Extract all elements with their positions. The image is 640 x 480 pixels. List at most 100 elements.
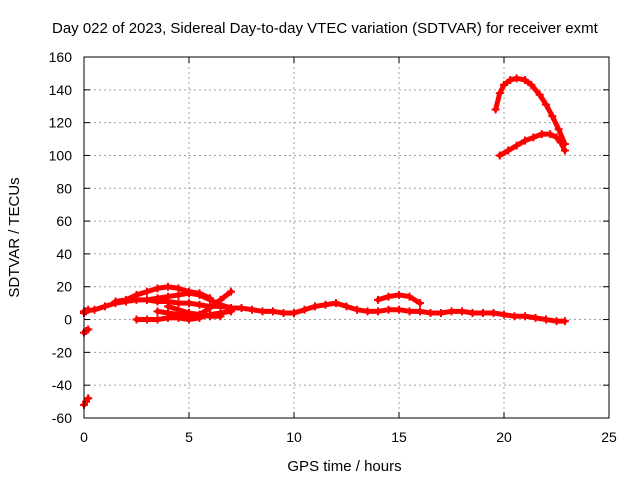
data-point bbox=[279, 308, 288, 317]
y-tick-label: 160 bbox=[49, 49, 73, 65]
y-tick-label: 40 bbox=[56, 246, 72, 262]
data-point bbox=[101, 302, 109, 311]
y-tick-label: 140 bbox=[49, 82, 73, 98]
data-point bbox=[416, 299, 424, 308]
data-point bbox=[506, 75, 515, 84]
x-axis-label: GPS time / hours bbox=[287, 458, 401, 475]
data-point bbox=[342, 302, 351, 311]
data-point bbox=[395, 305, 403, 314]
data-point bbox=[321, 300, 330, 309]
data-point bbox=[153, 294, 162, 303]
data-point bbox=[206, 312, 214, 321]
data-point bbox=[153, 284, 162, 293]
data-point bbox=[489, 308, 498, 317]
data-point bbox=[153, 307, 162, 316]
y-tick-label: 20 bbox=[56, 279, 72, 295]
data-point bbox=[143, 315, 151, 324]
data-point bbox=[521, 75, 529, 84]
series-arc-9 bbox=[164, 302, 225, 321]
data-point bbox=[153, 315, 162, 324]
data-point bbox=[374, 295, 382, 304]
data-point bbox=[527, 80, 536, 89]
data-point bbox=[521, 312, 529, 321]
data-point bbox=[521, 136, 529, 145]
data-layer bbox=[80, 74, 569, 409]
data-point bbox=[491, 105, 500, 114]
data-point bbox=[237, 304, 246, 313]
data-point bbox=[479, 308, 487, 317]
data-point bbox=[405, 292, 414, 301]
y-tick-label: 100 bbox=[49, 147, 73, 163]
data-point bbox=[504, 146, 513, 155]
data-point bbox=[535, 90, 544, 99]
chart-title: Day 022 of 2023, Sidereal Day-to-day VTE… bbox=[52, 20, 599, 37]
axis-ticks: 0 5 10 15 20 25 -60 -40 -20 0 20 40 60 80 100 120 140 160 bbox=[49, 49, 617, 445]
data-point bbox=[227, 287, 235, 296]
y-tick-label: 60 bbox=[56, 213, 72, 229]
data-point bbox=[84, 394, 93, 403]
data-point bbox=[542, 315, 550, 324]
data-point bbox=[216, 295, 225, 304]
data-point bbox=[531, 313, 540, 322]
data-point bbox=[458, 307, 466, 316]
x-tick-label: 15 bbox=[391, 429, 407, 445]
series-arc-10 bbox=[374, 290, 424, 308]
x-tick-label: 25 bbox=[601, 429, 617, 445]
data-point bbox=[227, 307, 235, 316]
data-point bbox=[546, 130, 555, 139]
data-point bbox=[395, 290, 403, 299]
x-tick-label: 5 bbox=[185, 429, 193, 445]
y-tick-label: 0 bbox=[64, 312, 72, 328]
data-point bbox=[111, 297, 120, 306]
data-point bbox=[248, 305, 256, 314]
data-point bbox=[495, 89, 504, 98]
data-point bbox=[290, 308, 298, 317]
data-point bbox=[548, 112, 557, 121]
y-tick-label: -60 bbox=[52, 410, 72, 426]
series-arc-12 bbox=[495, 130, 569, 160]
data-point bbox=[185, 289, 193, 298]
data-point bbox=[216, 312, 225, 321]
data-point bbox=[311, 302, 319, 311]
data-point bbox=[556, 138, 565, 147]
data-point bbox=[164, 282, 172, 291]
data-point bbox=[195, 310, 204, 319]
data-point bbox=[174, 305, 183, 314]
data-point bbox=[143, 295, 151, 304]
data-point bbox=[132, 290, 141, 299]
data-point bbox=[447, 307, 456, 316]
grid bbox=[84, 57, 609, 418]
series-arc-2 bbox=[80, 325, 93, 337]
data-point bbox=[542, 100, 550, 109]
data-point bbox=[185, 308, 193, 317]
data-point bbox=[174, 290, 183, 299]
data-point bbox=[195, 300, 204, 309]
data-point bbox=[185, 299, 193, 308]
x-tick-label: 10 bbox=[286, 429, 302, 445]
data-point bbox=[500, 310, 508, 319]
data-point bbox=[510, 312, 519, 321]
data-point bbox=[560, 146, 569, 155]
data-point bbox=[495, 151, 504, 160]
data-point bbox=[300, 305, 309, 314]
data-point bbox=[416, 307, 424, 316]
data-point bbox=[426, 308, 435, 317]
data-point bbox=[512, 141, 521, 150]
series-arc-11 bbox=[491, 74, 569, 148]
data-point bbox=[405, 307, 414, 316]
data-point bbox=[363, 307, 372, 316]
y-tick-label: -40 bbox=[52, 377, 72, 393]
data-point bbox=[164, 292, 172, 301]
data-point bbox=[512, 74, 521, 83]
data-point bbox=[468, 308, 477, 317]
data-point bbox=[258, 307, 267, 316]
data-point bbox=[529, 133, 538, 142]
plot-frame bbox=[83, 56, 610, 419]
data-point bbox=[90, 305, 99, 314]
y-tick-label: 120 bbox=[49, 115, 73, 131]
data-point bbox=[552, 317, 561, 326]
data-point bbox=[554, 125, 563, 134]
data-point bbox=[437, 308, 445, 317]
data-point bbox=[384, 305, 393, 314]
